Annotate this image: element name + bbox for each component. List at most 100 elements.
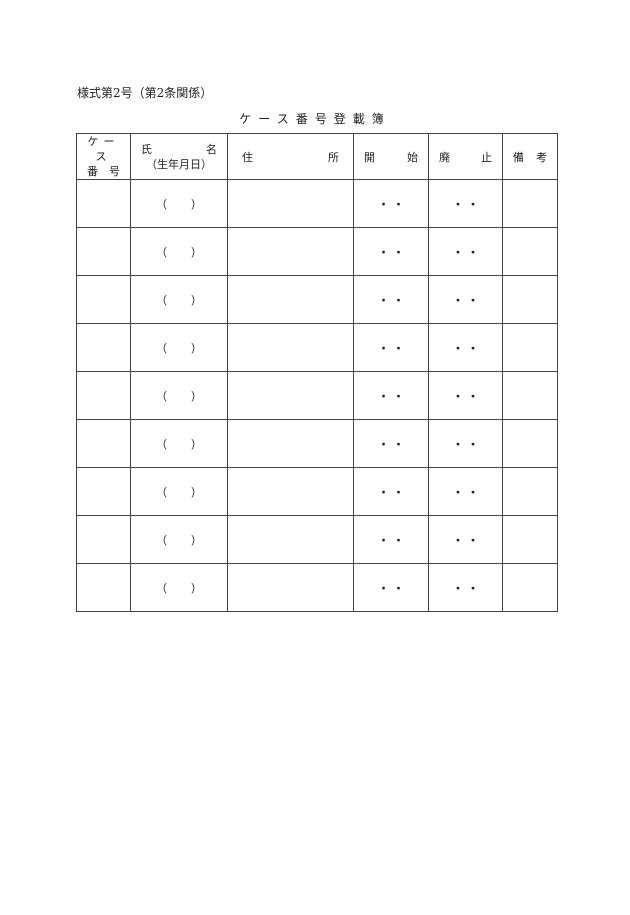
start-date-cell[interactable]: ・・: [353, 179, 429, 228]
address-cell[interactable]: [227, 371, 354, 420]
address-cell[interactable]: [227, 515, 354, 564]
paren-open: （: [156, 197, 167, 211]
abolish-date-cell[interactable]: ・・: [428, 467, 503, 516]
name-cell[interactable]: （）: [130, 227, 228, 276]
start-date-cell[interactable]: ・・: [353, 275, 429, 324]
paren-close: ）: [191, 245, 202, 259]
address-cell[interactable]: [227, 419, 354, 468]
abolish-date-cell[interactable]: ・・: [428, 371, 503, 420]
remarks-cell[interactable]: [502, 227, 558, 276]
case-no-cell[interactable]: [76, 467, 131, 516]
name-cell[interactable]: （）: [130, 515, 228, 564]
header-start-1: 開: [364, 150, 375, 164]
case-no-cell[interactable]: [76, 419, 131, 468]
table-row: （）・・・・: [76, 227, 558, 276]
date-dot: ・: [467, 197, 479, 211]
date-dot: ・: [452, 389, 464, 403]
table-row: （）・・・・: [76, 179, 558, 228]
date-dot: ・: [452, 437, 464, 451]
date-dot: ・: [393, 197, 404, 211]
start-date-cell[interactable]: ・・: [353, 467, 429, 516]
case-no-cell[interactable]: [76, 227, 131, 276]
paren-open: （: [156, 389, 167, 403]
date-dot: ・: [452, 197, 464, 211]
date-dot: ・: [467, 485, 479, 499]
paren-close: ）: [191, 581, 202, 595]
header-abolish-1: 廃: [439, 150, 450, 164]
date-dot: ・: [452, 485, 464, 499]
case-register-table: ケース 番 号 氏名 （生年月日） 住所 開始 廃止 備考 （）・・・・（）・・…: [76, 133, 558, 612]
abolish-date-cell[interactable]: ・・: [428, 227, 503, 276]
date-dot: ・: [467, 533, 479, 547]
header-abolish: 廃止: [428, 133, 503, 180]
start-date-cell[interactable]: ・・: [353, 371, 429, 420]
case-no-cell[interactable]: [76, 275, 131, 324]
date-dot: ・: [378, 485, 389, 499]
remarks-cell[interactable]: [502, 323, 558, 372]
name-cell[interactable]: （）: [130, 275, 228, 324]
case-no-cell[interactable]: [76, 371, 131, 420]
remarks-cell[interactable]: [502, 371, 558, 420]
paren-close: ）: [191, 341, 202, 355]
name-cell[interactable]: （）: [130, 371, 228, 420]
name-cell[interactable]: （）: [130, 323, 228, 372]
paren-open: （: [156, 245, 167, 259]
header-name: 氏 名 （生年月日）: [130, 133, 228, 180]
header-remarks-1: 備: [513, 150, 524, 164]
start-date-cell[interactable]: ・・: [353, 227, 429, 276]
remarks-cell[interactable]: [502, 179, 558, 228]
date-dot: ・: [452, 533, 464, 547]
abolish-date-cell[interactable]: ・・: [428, 179, 503, 228]
address-cell[interactable]: [227, 563, 354, 612]
date-dot: ・: [378, 245, 389, 259]
date-dot: ・: [452, 341, 464, 355]
date-dot: ・: [378, 197, 389, 211]
abolish-date-cell[interactable]: ・・: [428, 275, 503, 324]
start-date-cell[interactable]: ・・: [353, 515, 429, 564]
date-dot: ・: [393, 293, 404, 307]
case-no-cell[interactable]: [76, 563, 131, 612]
name-cell[interactable]: （）: [130, 467, 228, 516]
date-dot: ・: [393, 389, 404, 403]
address-cell[interactable]: [227, 227, 354, 276]
table-row: （）・・・・: [76, 275, 558, 324]
name-cell[interactable]: （）: [130, 419, 228, 468]
address-cell[interactable]: [227, 179, 354, 228]
date-dot: ・: [452, 293, 464, 307]
abolish-date-cell[interactable]: ・・: [428, 419, 503, 468]
start-date-cell[interactable]: ・・: [353, 419, 429, 468]
remarks-cell[interactable]: [502, 467, 558, 516]
abolish-date-cell[interactable]: ・・: [428, 515, 503, 564]
header-row: ケース 番 号 氏名 （生年月日） 住所 開始 廃止 備考: [76, 133, 558, 180]
address-cell[interactable]: [227, 323, 354, 372]
address-cell[interactable]: [227, 275, 354, 324]
date-dot: ・: [393, 437, 404, 451]
paren-open: （: [156, 437, 167, 451]
remarks-cell[interactable]: [502, 563, 558, 612]
header-case-no-line2: 番 号: [87, 165, 120, 178]
table-row: （）・・・・: [76, 467, 558, 516]
date-dot: ・: [467, 245, 479, 259]
paren-open: （: [156, 485, 167, 499]
abolish-date-cell[interactable]: ・・: [428, 323, 503, 372]
address-cell[interactable]: [227, 467, 354, 516]
name-cell[interactable]: （）: [130, 563, 228, 612]
date-dot: ・: [393, 245, 404, 259]
remarks-cell[interactable]: [502, 515, 558, 564]
name-cell[interactable]: （）: [130, 179, 228, 228]
paren-open: （: [156, 581, 167, 595]
case-no-cell[interactable]: [76, 323, 131, 372]
remarks-cell[interactable]: [502, 275, 558, 324]
header-start: 開始: [353, 133, 429, 180]
start-date-cell[interactable]: ・・: [353, 323, 429, 372]
case-no-cell[interactable]: [76, 179, 131, 228]
remarks-cell[interactable]: [502, 419, 558, 468]
table-row: （）・・・・: [76, 371, 558, 420]
header-abolish-2: 止: [481, 150, 492, 164]
date-dot: ・: [467, 389, 479, 403]
date-dot: ・: [378, 389, 389, 403]
start-date-cell[interactable]: ・・: [353, 563, 429, 612]
header-birthdate: （生年月日）: [146, 157, 212, 171]
abolish-date-cell[interactable]: ・・: [428, 563, 503, 612]
case-no-cell[interactable]: [76, 515, 131, 564]
